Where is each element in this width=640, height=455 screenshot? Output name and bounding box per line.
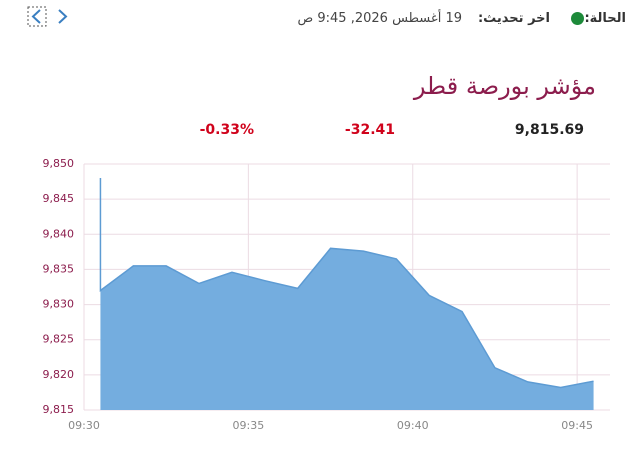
prev-button[interactable] [27, 6, 47, 27]
y-tick-label: 9,825 [43, 333, 75, 346]
y-tick-label: 9,850 [43, 157, 75, 170]
area-line [99, 178, 594, 389]
area [100, 178, 594, 410]
x-tick-label: 09:35 [233, 419, 265, 432]
status-label: الحالة: [584, 11, 626, 26]
y-tick-label: 9,840 [43, 227, 75, 240]
index-change: -32.41 [344, 122, 395, 138]
update-value: 19 أغسطس 2026, 9:45 ص [297, 11, 462, 26]
next-arrow[interactable] [58, 9, 68, 24]
prev-arrow[interactable] [31, 9, 41, 24]
x-tick-label: 09:40 [397, 419, 429, 432]
index-value: 9,815.69 [514, 122, 584, 138]
y-tick-label: 9,820 [43, 368, 75, 381]
y-tick-label: 9,815 [43, 403, 75, 416]
y-tick-label: 9,835 [43, 262, 75, 275]
x-tick-label: 09:30 [68, 419, 100, 432]
x-tick-label: 09:45 [561, 419, 593, 432]
nav-arrows [27, 6, 68, 27]
chart-title: مؤشر بورصة قطر [413, 72, 596, 100]
update-label: اخر تحديث: [477, 11, 550, 26]
y-tick-label: 9,845 [43, 192, 75, 205]
status-dot [571, 12, 584, 25]
y-tick-label: 9,830 [43, 298, 75, 311]
index-change-percent: -0.33% [199, 122, 254, 138]
